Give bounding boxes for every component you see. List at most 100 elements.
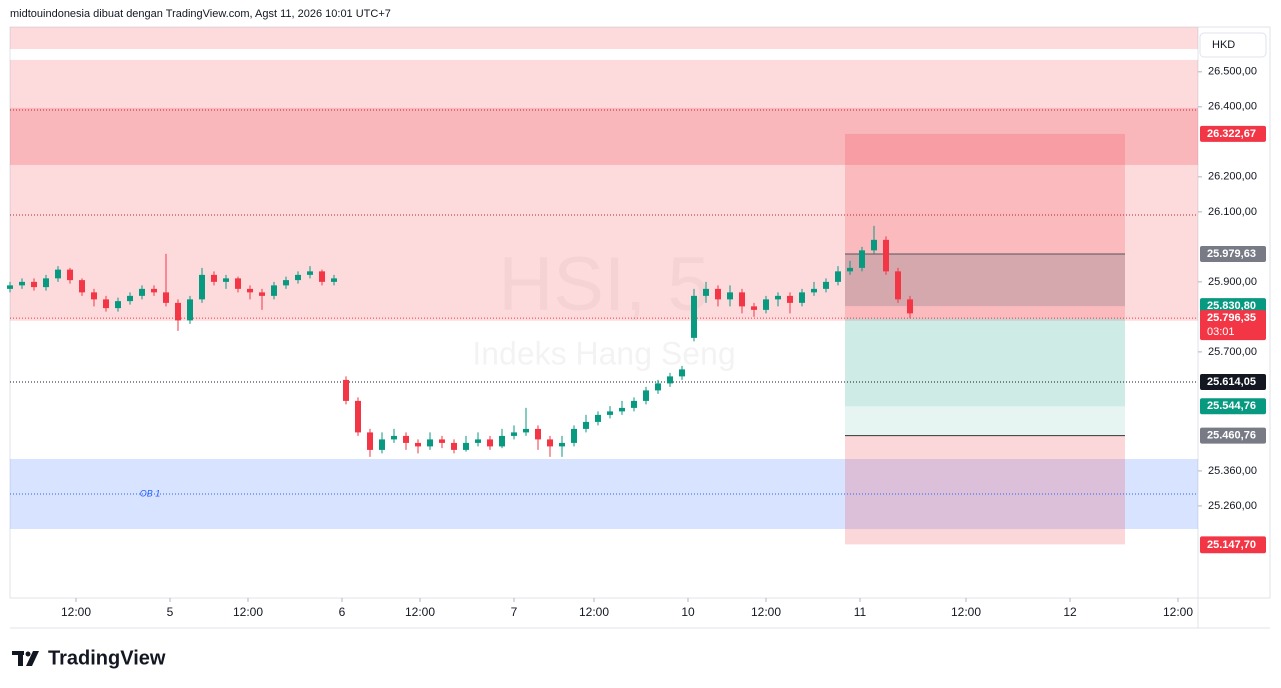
candle-body [535,428,541,440]
candle-body [667,376,673,384]
price-badge [1200,427,1266,444]
candle-body [295,274,301,281]
candle-body [319,271,325,282]
candle-body [427,439,433,447]
x-tick-label: 12:00 [233,605,263,619]
price-badge-label: 25.147,70 [1207,539,1256,551]
price-badge-label: 25.979,63 [1207,248,1256,260]
candle-body [127,295,133,302]
y-tick-label: 26.400,00 [1208,101,1257,113]
x-tick-label: 12:00 [61,605,91,619]
zone [845,253,1125,307]
price-badge [1200,310,1266,341]
price-badge-label: 25.544,76 [1207,400,1256,412]
candle-body [331,278,337,282]
y-tick-label: 26.100,00 [1208,206,1257,218]
candle-body [43,278,49,288]
candle-body [115,301,121,309]
plot-frame [9,26,1271,599]
candle-body [163,292,169,303]
candle-body [799,292,805,303]
candle-body [655,383,661,391]
candle-body [871,239,877,251]
zone-label: OB 1 [140,488,161,498]
zone [845,133,1125,319]
candle-body [475,439,481,443]
candle-body [499,435,505,447]
candle-body [91,292,97,300]
candle-body [703,288,709,296]
candle-body [559,442,565,447]
candle-body [847,267,853,272]
y-tick-label: 26.500,00 [1208,66,1257,78]
candle-body [415,442,421,447]
x-tick-label: 7 [511,605,518,619]
candle-body [571,428,577,443]
y-tick-label: 25.900,00 [1208,276,1257,288]
candle-body [199,274,205,300]
candle-body [859,250,865,268]
price-badge [1200,245,1266,262]
price-badge [1200,373,1266,390]
x-tick-label: 12:00 [405,605,435,619]
currency-box[interactable] [1199,32,1267,58]
zone [845,406,1125,436]
y-tick-label: 25.260,00 [1208,500,1257,512]
candle-body [187,299,193,321]
zone [845,318,1125,407]
candle-body [67,269,73,281]
candle-body [487,439,493,447]
candles [7,225,913,457]
candle-body [175,302,181,321]
candle-body [643,390,649,401]
candle-body [523,428,529,433]
candle-body [595,414,601,422]
plot: HSI, 5 Indeks Hang Seng OB 1 26.500,00 26.40… [7,26,1271,629]
candle-body [151,288,157,293]
candle-body [739,292,745,307]
price-badge [1200,298,1266,315]
candle-body [883,239,889,272]
zone [845,435,1125,545]
candle-body [307,271,313,275]
y-tick-label: 25.360,00 [1208,465,1257,477]
candle-body [283,280,289,286]
candle-body [619,407,625,412]
candle-body [787,295,793,303]
price-badge-label: 26.322,67 [1207,128,1256,140]
candle-body [835,271,841,282]
zone [10,107,1198,165]
price-badge-label: 25.796,35 [1207,312,1256,324]
candle-body [271,285,277,296]
x-tick-label: 11 [854,605,867,619]
y-tick-label: 26.200,00 [1208,171,1257,183]
candle-body [379,439,385,450]
logo: TradingView [48,647,166,669]
candle-body [895,271,901,300]
candle-body [691,295,697,338]
candle-body [751,306,757,310]
x-tick-label: 12:00 [579,605,609,619]
candle-body [7,285,13,289]
y-tick-label: 25.700,00 [1208,346,1257,358]
candle-body [259,292,265,296]
zone [10,27,1198,50]
candle-body [31,281,37,288]
candle-body [403,435,409,443]
candle-body [607,411,613,415]
price-badge-label: 25.830,80 [1207,300,1256,312]
candle-body [631,400,637,408]
candle-body [679,369,685,377]
price-badge-label: 25.460,76 [1207,430,1256,442]
candle-body [79,280,85,293]
candle-body [763,299,769,310]
zone [10,59,1198,321]
currency: HKD [1212,39,1235,51]
candle-body [727,292,733,300]
price-badge [1200,398,1266,415]
candle-body [247,288,253,293]
candle-body [391,435,397,440]
candle-body [583,421,589,429]
price-badge-countdown: 03:01 [1207,326,1235,338]
